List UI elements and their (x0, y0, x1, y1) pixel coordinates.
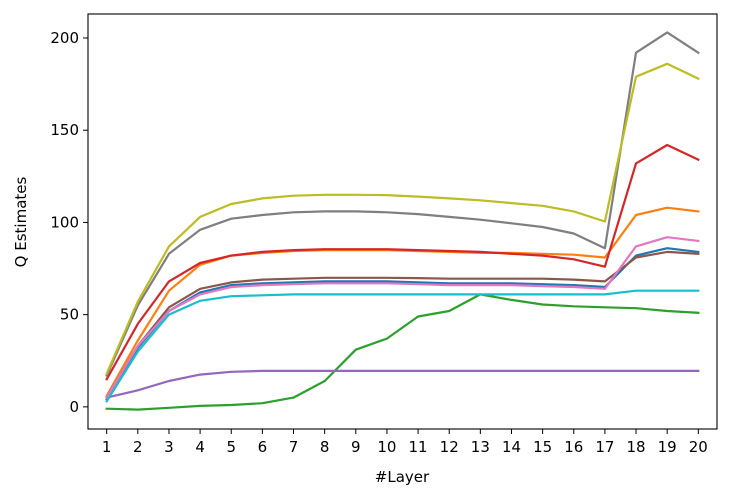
x-tick-label: 11 (409, 438, 428, 456)
series-line-4 (105, 143, 700, 381)
x-tick-label: 14 (502, 438, 521, 456)
series-line-7 (105, 236, 700, 400)
x-tick-label: 10 (377, 438, 396, 456)
x-tick-label: 18 (626, 438, 645, 456)
x-tick-label: 17 (595, 438, 614, 456)
series-line-1 (105, 247, 700, 402)
y-axis-label: Q Estimates (12, 176, 30, 267)
series-line-3 (105, 293, 700, 411)
y-axis: 0 50 100 150 200 (50, 29, 88, 416)
x-tick-label: 4 (195, 438, 205, 456)
series-line-8 (105, 31, 700, 377)
x-tick-label: 15 (533, 438, 552, 456)
x-tick-label: 13 (471, 438, 490, 456)
x-tick-label: 8 (320, 438, 330, 456)
y-tick-label: 100 (50, 213, 79, 231)
x-tick-label: 12 (440, 438, 459, 456)
series-line-5 (105, 369, 700, 399)
y-tick-label: 200 (50, 29, 79, 47)
x-tick-label: 16 (564, 438, 583, 456)
x-tick-label: 19 (658, 438, 677, 456)
x-tick-label: 9 (351, 438, 361, 456)
y-tick-label: 0 (69, 398, 79, 416)
x-tick-label: 1 (102, 438, 112, 456)
x-tick-label: 6 (258, 438, 268, 456)
plot-frame (87, 13, 718, 430)
x-axis: 1 2 3 4 5 6 7 8 9 10 11 12 13 14 15 16 17 18 19 20 (102, 429, 708, 456)
x-tick-label: 7 (289, 438, 299, 456)
y-tick-label: 50 (60, 306, 79, 324)
x-tick-label: 2 (133, 438, 143, 456)
series-line-10 (105, 289, 700, 403)
series-line-6 (105, 250, 700, 400)
x-tick-label: 3 (164, 438, 174, 456)
y-tick-label: 150 (50, 121, 79, 139)
x-tick-label: 20 (689, 438, 708, 456)
series-layer (105, 31, 700, 411)
x-axis-label: #Layer (375, 468, 430, 486)
series-line-9 (105, 62, 700, 376)
x-tick-label: 5 (226, 438, 236, 456)
